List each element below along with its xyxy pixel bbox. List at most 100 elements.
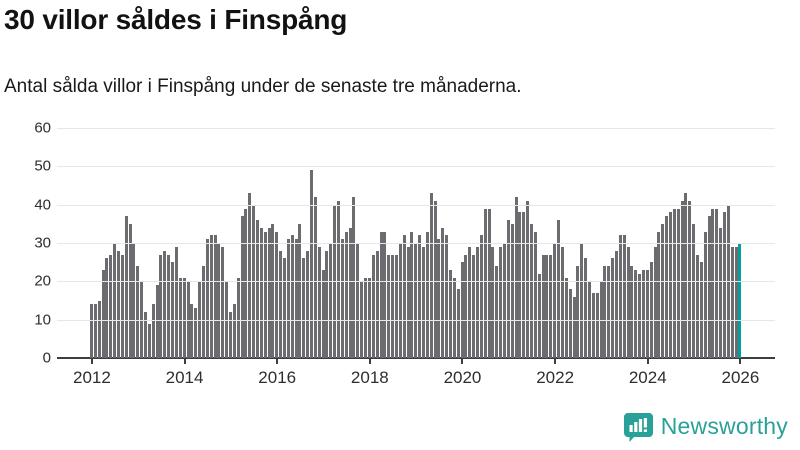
x-axis-tick [461, 358, 464, 364]
bar [688, 200, 692, 358]
bar [711, 208, 715, 358]
bar [93, 304, 97, 358]
bar [120, 254, 124, 358]
bar [641, 269, 645, 358]
bar [661, 223, 665, 358]
bar [703, 231, 707, 358]
bar [283, 258, 286, 358]
bar [526, 200, 530, 358]
bar [151, 304, 155, 358]
bar [271, 223, 275, 358]
bar [306, 250, 310, 358]
bar [101, 269, 105, 358]
bar [232, 304, 236, 358]
bar [398, 243, 402, 358]
x-axis-tick [183, 358, 186, 364]
bar [479, 235, 483, 358]
x-axis-tick-label: 2018 [350, 368, 389, 387]
bar [491, 246, 495, 358]
bar [680, 200, 684, 358]
bar [182, 277, 186, 358]
bar [699, 262, 703, 358]
bar [634, 269, 638, 358]
bar [530, 223, 534, 358]
bar [487, 208, 491, 358]
bar [572, 296, 576, 358]
x-axis-tick-label: 2014 [165, 368, 204, 387]
bar [147, 323, 151, 358]
bar [692, 223, 696, 358]
bar [669, 212, 672, 358]
bar [144, 312, 148, 358]
bar [560, 246, 564, 358]
bar [201, 266, 205, 358]
bar [433, 200, 437, 358]
page-title: 30 villor såldes i Finspång [4, 4, 348, 35]
bar [190, 304, 194, 358]
bar [425, 231, 429, 358]
bar [136, 266, 140, 358]
bar [406, 246, 410, 358]
y-axis-tick-label: 0 [42, 349, 51, 367]
bar [645, 269, 649, 358]
bar [630, 266, 634, 358]
newsworthy-logo-icon [623, 413, 653, 442]
x-axis-tick [739, 358, 742, 364]
y-axis-tick-label: 20 [34, 272, 51, 290]
bar [421, 246, 425, 358]
bar [167, 254, 171, 358]
bar [132, 243, 136, 358]
bar [329, 243, 333, 358]
bar [298, 223, 302, 358]
bar [159, 254, 163, 358]
gridline-y10 [57, 319, 775, 321]
x-axis-tick [554, 358, 557, 364]
bar [275, 231, 279, 358]
bar [375, 250, 379, 358]
bar [618, 235, 622, 358]
bar [178, 277, 182, 358]
bar [537, 273, 541, 358]
bar [568, 289, 572, 358]
bar [209, 235, 213, 358]
bar [719, 227, 723, 358]
x-axis-tick-label: 2026 [721, 368, 760, 387]
gridline-y30 [57, 243, 775, 244]
bar [730, 246, 734, 358]
bar [356, 243, 360, 358]
bar [228, 312, 232, 358]
bar [557, 220, 561, 358]
bar [614, 250, 618, 358]
gridline-y60 [57, 128, 775, 129]
bar [337, 200, 341, 358]
newsworthy-wordmark: Newsworthy [660, 413, 788, 439]
bar [263, 231, 267, 358]
bar [286, 239, 290, 358]
bar [348, 227, 352, 358]
bar [236, 277, 240, 358]
bar [514, 197, 518, 358]
bar [113, 243, 117, 358]
x-axis-tick [646, 358, 649, 364]
x-axis-tick-label: 2016 [258, 368, 297, 387]
x-axis-tick [276, 358, 279, 364]
bar [97, 300, 101, 358]
bar [665, 216, 669, 358]
bar [672, 208, 676, 358]
bar [267, 227, 271, 358]
bar [657, 231, 661, 358]
bar [549, 254, 553, 358]
x-axis-tick-label: 2022 [536, 368, 575, 387]
bar [499, 246, 503, 358]
bar [217, 243, 221, 358]
bar [495, 266, 499, 358]
bar [124, 216, 128, 358]
bars-container [90, 128, 750, 358]
bar [626, 246, 630, 358]
bar [402, 235, 406, 358]
bar [387, 254, 391, 358]
bar [564, 277, 568, 358]
bar [255, 220, 259, 358]
bar [340, 239, 344, 358]
bar [595, 292, 599, 358]
